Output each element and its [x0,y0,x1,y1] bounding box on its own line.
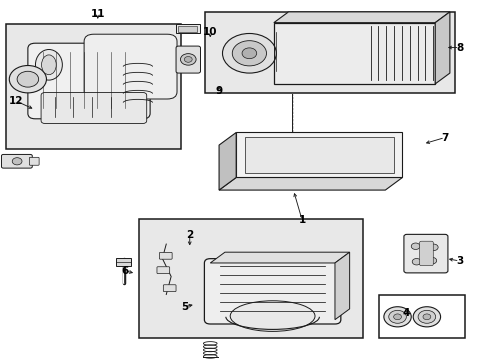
Circle shape [393,314,401,320]
Text: 6: 6 [121,266,128,276]
Polygon shape [273,12,449,23]
Circle shape [222,33,276,73]
Text: 3: 3 [455,256,462,266]
FancyBboxPatch shape [84,34,177,99]
Text: 4: 4 [401,308,409,318]
FancyBboxPatch shape [403,234,447,273]
Text: 5: 5 [181,302,188,312]
FancyBboxPatch shape [116,258,131,266]
Polygon shape [210,252,349,263]
Polygon shape [434,12,449,84]
FancyBboxPatch shape [1,154,32,168]
Polygon shape [219,177,402,190]
Circle shape [242,48,256,59]
FancyBboxPatch shape [204,258,340,324]
Text: 10: 10 [203,27,217,37]
Text: 8: 8 [455,42,462,53]
Polygon shape [219,132,236,190]
FancyBboxPatch shape [378,295,464,338]
FancyBboxPatch shape [176,46,200,73]
FancyBboxPatch shape [6,24,181,149]
Bar [244,137,393,173]
Text: 11: 11 [90,9,105,19]
Circle shape [17,71,39,87]
Circle shape [184,57,192,62]
Text: 7: 7 [440,132,448,143]
Polygon shape [334,252,349,320]
Circle shape [9,66,46,93]
FancyBboxPatch shape [419,241,432,266]
Text: 2: 2 [186,230,193,240]
FancyBboxPatch shape [176,24,199,33]
FancyBboxPatch shape [29,157,39,165]
Ellipse shape [35,49,62,80]
Circle shape [427,257,436,264]
Circle shape [383,307,410,327]
Circle shape [410,243,419,249]
Polygon shape [273,23,434,84]
Ellipse shape [41,55,56,75]
Circle shape [12,158,22,165]
Text: 12: 12 [8,96,23,106]
Circle shape [417,310,435,323]
Circle shape [232,41,266,66]
Text: 9: 9 [215,86,222,96]
FancyBboxPatch shape [159,252,172,259]
Circle shape [180,54,196,65]
Text: 1: 1 [298,215,305,225]
FancyBboxPatch shape [139,219,363,338]
FancyBboxPatch shape [205,12,454,93]
Circle shape [428,244,437,251]
FancyBboxPatch shape [163,285,176,292]
FancyBboxPatch shape [157,267,169,274]
FancyBboxPatch shape [28,43,150,119]
Circle shape [411,258,420,265]
FancyBboxPatch shape [41,93,146,123]
Circle shape [412,307,440,327]
Polygon shape [236,132,402,177]
FancyBboxPatch shape [178,26,197,32]
Circle shape [422,314,430,320]
Ellipse shape [230,301,314,331]
Circle shape [388,310,406,323]
